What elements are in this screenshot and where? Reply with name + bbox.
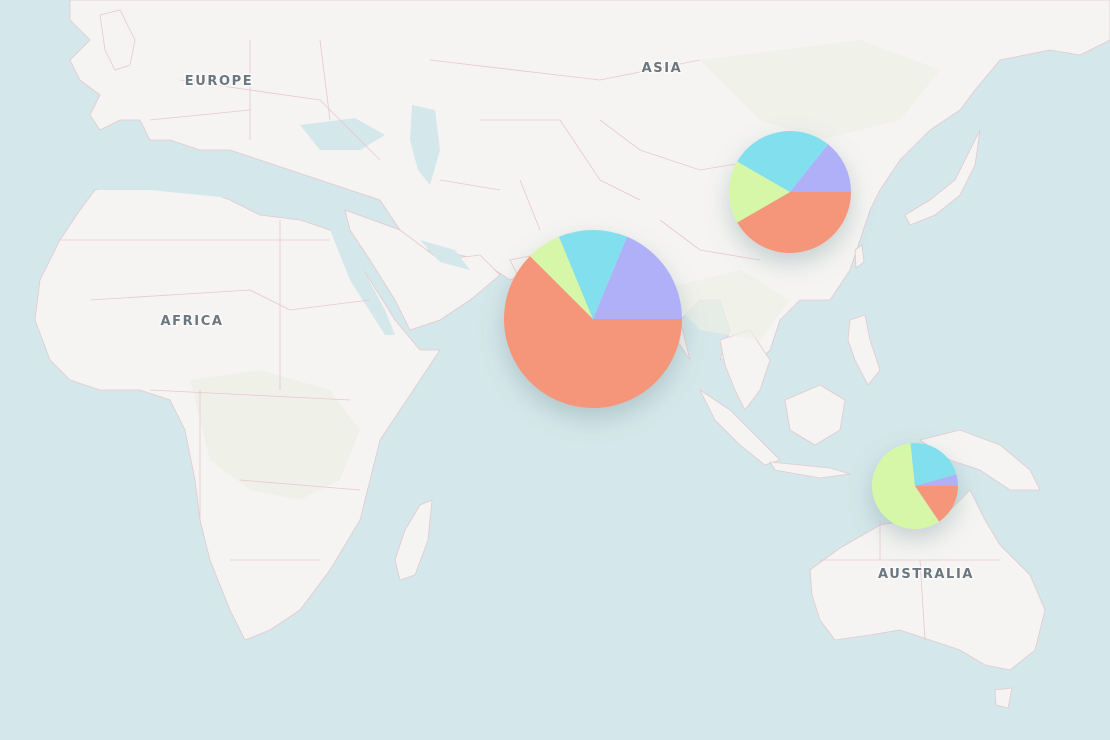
pie-marker-3[interactable] (871, 443, 958, 530)
region-label-europe: EUROPE (185, 74, 254, 89)
region-label-asia: ASIA (642, 61, 683, 76)
pie-slice-3-3[interactable] (871, 443, 940, 530)
caspian-sea (410, 105, 440, 185)
red-sea (330, 230, 395, 335)
land-java (769, 461, 851, 479)
land-borneo (784, 384, 846, 446)
land-new-guinea (919, 429, 1041, 491)
pie-slice-2-3[interactable] (728, 161, 790, 223)
land-philippines (847, 314, 881, 386)
pie-slice-1-2[interactable] (503, 256, 682, 409)
mediterranean-sea (95, 165, 330, 212)
land-madagascar (394, 499, 433, 581)
pie-slice-2-4[interactable] (737, 131, 829, 192)
pie-marker-2[interactable] (728, 131, 851, 254)
land-tasmania (994, 687, 1013, 709)
pie-slice-3-1[interactable] (915, 474, 958, 486)
persian-gulf (420, 240, 470, 270)
pie-marker-1[interactable] (503, 229, 682, 409)
land-taiwan (854, 244, 865, 269)
pie-slice-1-1[interactable] (593, 236, 682, 319)
land-arabia (344, 209, 501, 331)
pie-slice-1-3[interactable] (530, 236, 593, 319)
pie-markers (503, 131, 958, 530)
land-uk (99, 9, 136, 71)
region-label-africa: AFRICA (161, 314, 224, 329)
black-sea (300, 118, 385, 150)
pie-slice-3-4[interactable] (910, 443, 957, 486)
vegetation-central-africa (190, 370, 360, 500)
pie-slice-2-1[interactable] (790, 144, 851, 192)
pie-slice-2-2[interactable] (737, 192, 851, 254)
country-borders (60, 39, 1000, 641)
vegetation-east-asia (700, 40, 940, 140)
pie-slice-3-2[interactable] (915, 486, 958, 522)
land-japan (904, 129, 981, 226)
region-label-australia: AUSTRALIA (878, 567, 974, 582)
vegetation-se-asia (660, 270, 790, 340)
pie-slice-1-4[interactable] (558, 229, 628, 319)
